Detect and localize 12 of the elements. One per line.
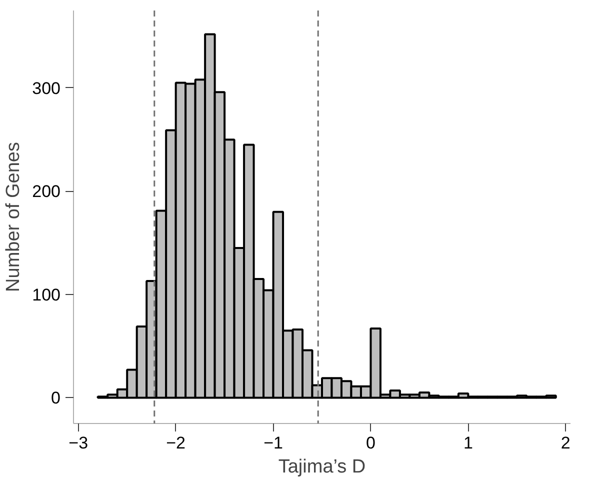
y-tick-label: 300: [32, 78, 61, 98]
y-tick-label: 100: [32, 285, 61, 304]
x-tick-label: −3: [68, 434, 88, 452]
y-axis-title: Number of Genes: [3, 142, 24, 292]
x-tick-label: 2: [560, 434, 570, 452]
x-tick-label: −2: [166, 434, 186, 452]
x-tick-label: 1: [463, 434, 473, 452]
x-axis-title: Tajima’s D: [278, 456, 366, 478]
x-tick-label: 0: [366, 434, 376, 452]
y-tick-label: 0: [51, 388, 61, 408]
y-tick-label: 200: [32, 182, 61, 202]
x-tick-label: −1: [264, 434, 283, 452]
